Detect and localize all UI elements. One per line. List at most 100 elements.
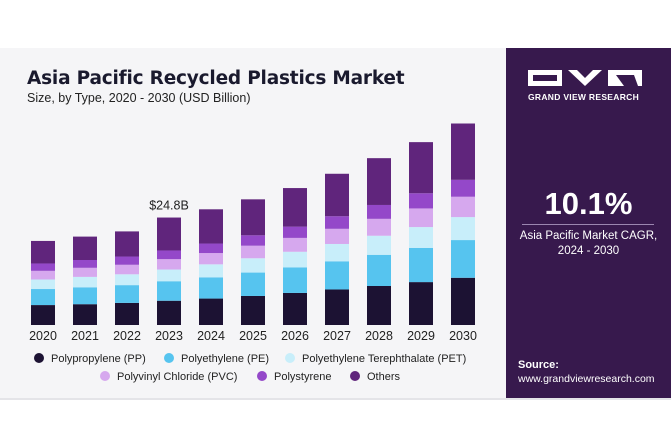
bar-segment-polyethylene-terephthalate-pet-2027: [325, 243, 349, 262]
bar-segment-polyvinyl-chloride-pvc-2025: [241, 245, 265, 259]
bar-segment-polyethylene-terephthalate-pet-2029: [409, 227, 433, 248]
legend-swatch-others: [350, 371, 360, 381]
brand-name: GRAND VIEW RESEARCH: [528, 92, 640, 102]
x-tick-label-2022: 2022: [113, 329, 141, 343]
bar-segment-polystyrene-2025: [241, 235, 265, 246]
bar-segment-others-2028: [367, 158, 391, 205]
bar-segment-polyethylene-pe-2024: [199, 277, 223, 299]
bar-segment-polyethylene-pe-2026: [283, 267, 307, 293]
x-tick-label-2020: 2020: [29, 329, 57, 343]
bar-segment-polyvinyl-chloride-pvc-2026: [283, 237, 307, 252]
legend-item-pvc: Polyvinyl Chloride (PVC): [100, 371, 237, 383]
bar-segment-polypropylene-pp-2023: [157, 300, 181, 325]
bar-segment-polystyrene-2028: [367, 204, 391, 219]
x-tick-label-2027: 2027: [323, 329, 351, 343]
bar-segment-polyethylene-terephthalate-pet-2020: [31, 279, 55, 290]
bar-segment-polyethylene-terephthalate-pet-2028: [367, 235, 391, 255]
bar-segment-polyvinyl-chloride-pvc-2020: [31, 270, 55, 280]
bar-segment-polyethylene-terephthalate-pet-2022: [115, 274, 139, 286]
bar-segment-others-2024: [199, 209, 223, 244]
bar-segment-others-2021: [73, 236, 97, 260]
bar-segment-polyethylene-pe-2023: [157, 281, 181, 301]
bar-segment-polyvinyl-chloride-pvc-2028: [367, 218, 391, 236]
bar-segment-polypropylene-pp-2029: [409, 282, 433, 325]
x-tick-label-2029: 2029: [407, 329, 435, 343]
bar-segment-polypropylene-pp-2024: [199, 298, 223, 325]
x-tick-label-2023: 2023: [155, 329, 183, 343]
bar-segment-others-2027: [325, 173, 349, 217]
source-label: Source:: [518, 359, 559, 371]
bar-segment-polyvinyl-chloride-pvc-2030: [451, 196, 475, 218]
legend-label-pp: Polypropylene (PP): [51, 353, 146, 365]
bar-segment-polyethylene-terephthalate-pet-2025: [241, 258, 265, 273]
legend-label-others: Others: [367, 371, 401, 383]
legend-item-pp: Polypropylene (PP): [34, 353, 146, 365]
cagr-label-line2: 2024 - 2030: [557, 245, 620, 257]
bar-segment-polyethylene-terephthalate-pet-2021: [73, 276, 97, 288]
legend-label-pet: Polyethylene Terephthalate (PET): [302, 353, 467, 365]
insight-panel: [506, 48, 671, 398]
bar-segment-polyethylene-terephthalate-pet-2024: [199, 264, 223, 278]
bar-segment-others-2025: [241, 199, 265, 236]
legend-swatch-pet: [285, 353, 295, 363]
bar-segment-polyvinyl-chloride-pvc-2023: [157, 259, 181, 270]
bar-segment-polyethylene-pe-2029: [409, 247, 433, 283]
bar-segment-polyvinyl-chloride-pvc-2029: [409, 208, 433, 228]
bar-segment-polyethylene-pe-2028: [367, 254, 391, 286]
bar-segment-polypropylene-pp-2026: [283, 292, 307, 325]
bar-segment-polyethylene-terephthalate-pet-2026: [283, 251, 307, 268]
bar-segment-polyvinyl-chloride-pvc-2027: [325, 228, 349, 244]
bar-segment-polyethylene-pe-2021: [73, 287, 97, 305]
bar-segment-others-2026: [283, 188, 307, 227]
legend-swatch-pe: [164, 353, 174, 363]
legend-swatch-pp: [34, 353, 44, 363]
bar-segment-others-2022: [115, 231, 139, 257]
cagr-value: 10.1%: [544, 186, 633, 221]
bar-segment-polyvinyl-chloride-pvc-2022: [115, 264, 139, 275]
bottom-divider: [0, 398, 671, 400]
data-label-2023: $24.8B: [149, 199, 189, 213]
bar-segment-polyethylene-terephthalate-pet-2023: [157, 269, 181, 282]
bar-segment-polypropylene-pp-2028: [367, 286, 391, 325]
bar-segment-polypropylene-pp-2020: [31, 305, 55, 325]
legend-item-pet: Polyethylene Terephthalate (PET): [285, 353, 466, 365]
cagr-label-line1: Asia Pacific Market CAGR,: [519, 230, 658, 242]
source-link[interactable]: www.grandviewresearch.com: [518, 373, 655, 385]
bar-segment-others-2020: [31, 240, 55, 264]
legend-item-others: Others: [350, 371, 400, 383]
bar-segment-polyethylene-pe-2022: [115, 285, 139, 303]
bar-segment-polystyrene-2022: [115, 256, 139, 265]
bar-segment-polystyrene-2026: [283, 226, 307, 238]
bar-segment-polypropylene-pp-2025: [241, 295, 265, 325]
legend-label-pvc: Polyvinyl Chloride (PVC): [117, 371, 238, 383]
cagr-divider: [522, 224, 654, 225]
legend-item-ps: Polystyrene: [257, 371, 331, 383]
stacked-bar-chart: 2020 2021 2022 2023 $24.8B 2024 2025 2026 2027 20…: [29, 123, 477, 343]
x-tick-label-2030: 2030: [449, 329, 477, 343]
legend-swatch-pvc: [100, 371, 110, 381]
cagr-label: Asia Pacific Market CAGR, 2024 - 2030: [506, 229, 671, 259]
x-tick-label-2025: 2025: [239, 329, 267, 343]
chart-subtitle: Size, by Type, 2020 - 2030 (USD Billion): [27, 91, 251, 105]
legend-label-pe: Polyethylene (PE): [181, 353, 270, 365]
bar-segment-polypropylene-pp-2022: [115, 302, 139, 325]
x-tick-label-2021: 2021: [71, 329, 99, 343]
chart-title: Asia Pacific Recycled Plastics Market: [27, 68, 405, 89]
bar-segment-polyvinyl-chloride-pvc-2024: [199, 253, 223, 265]
bar-segment-polyethylene-pe-2020: [31, 289, 55, 306]
bar-segment-polypropylene-pp-2027: [325, 289, 349, 325]
bar-segment-polystyrene-2029: [409, 193, 433, 209]
gvr-logo-icon: [528, 70, 642, 86]
bar-segment-polystyrene-2027: [325, 216, 349, 229]
bar-segment-others-2030: [451, 123, 475, 180]
bar-segment-polystyrene-2030: [451, 179, 475, 197]
legend-item-pe: Polyethylene (PE): [164, 353, 269, 365]
bar-segment-polystyrene-2023: [157, 250, 181, 260]
bar-segment-polyethylene-pe-2027: [325, 261, 349, 290]
bar-segment-polyethylene-pe-2025: [241, 272, 265, 296]
bar-segment-polystyrene-2021: [73, 260, 97, 268]
legend-swatch-ps: [257, 371, 267, 381]
bar-segment-polypropylene-pp-2021: [73, 304, 97, 325]
legend-label-ps: Polystyrene: [274, 371, 332, 383]
bar-segment-polypropylene-pp-2030: [451, 277, 475, 325]
